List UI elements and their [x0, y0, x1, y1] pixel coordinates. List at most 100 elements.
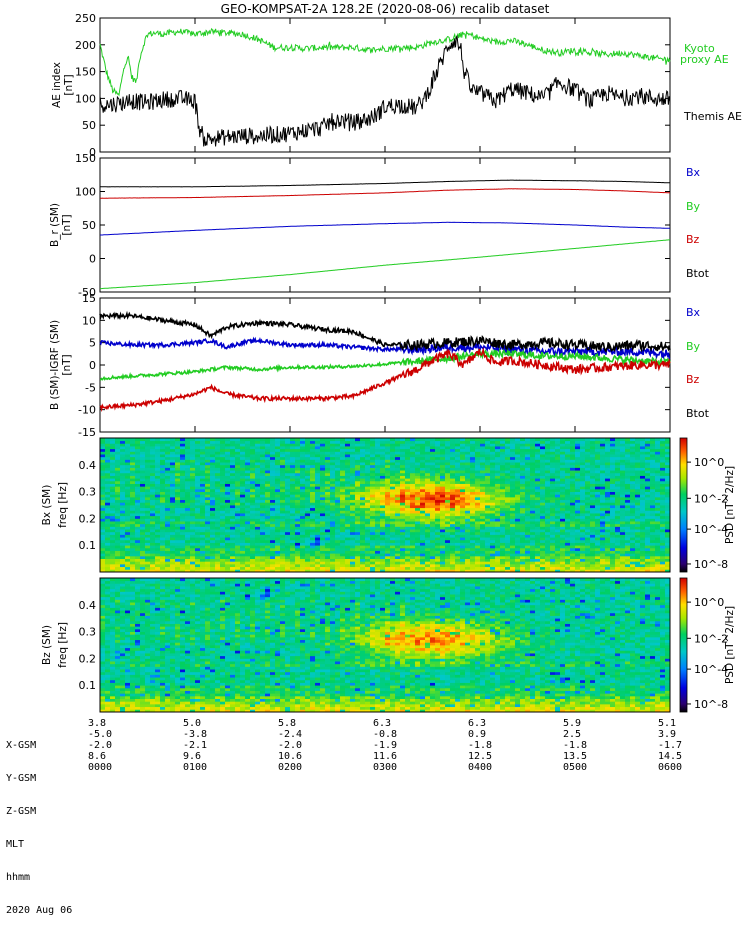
spectrogram-cell: [495, 454, 500, 457]
spectrogram-cell: [390, 492, 395, 495]
spectrogram-cell: [180, 500, 185, 503]
spectrogram-cell: [320, 465, 325, 468]
spectrogram-cell: [300, 518, 305, 521]
spectrogram-cell: [380, 545, 385, 548]
spectrogram-cell: [500, 497, 505, 500]
spectrogram-cell: [285, 500, 290, 503]
spectrogram-cell: [160, 454, 165, 457]
spectrogram-cell: [140, 451, 145, 454]
spectrogram-cell: [305, 443, 310, 446]
spectrogram-cell: [225, 462, 230, 465]
spectrogram-cell: [170, 543, 175, 546]
spectrogram-cell: [440, 459, 445, 462]
spectrogram-cell: [455, 446, 460, 449]
spectrogram-cell: [555, 481, 560, 484]
spectrogram-cell: [580, 492, 585, 495]
spectrogram-cell: [150, 492, 155, 495]
spectrogram-cell: [145, 567, 150, 570]
spectrogram-cell: [450, 492, 455, 495]
spectrogram-cell: [270, 540, 275, 543]
spectrogram-cell: [195, 545, 200, 548]
spectrogram-cell: [555, 532, 560, 535]
spectrogram-cell: [240, 543, 245, 546]
spectrogram-cell: [165, 443, 170, 446]
spectrogram-cell: [415, 508, 420, 511]
spectrogram-cell: [125, 481, 130, 484]
spectrogram-cell: [495, 476, 500, 479]
spectrogram-cell: [365, 473, 370, 476]
spectrogram-cell: [200, 508, 205, 511]
spectrogram-cell: [225, 473, 230, 476]
spectrogram-cell: [325, 443, 330, 446]
spectrogram-cell: [570, 441, 575, 444]
spectrogram-cell: [380, 494, 385, 497]
spectrogram-cell: [475, 446, 480, 449]
spectrogram-cell: [130, 529, 135, 532]
spectrogram-cell: [570, 513, 575, 516]
spectrogram-cell: [470, 494, 475, 497]
spectrogram-cell: [255, 556, 260, 559]
spectrogram-cell: [270, 494, 275, 497]
spectrogram-cell: [260, 521, 265, 524]
spectrogram-cell: [340, 451, 345, 454]
spectrogram-cell: [560, 510, 565, 513]
spectrogram-cell: [395, 534, 400, 537]
spectrogram-cell: [430, 567, 435, 570]
spectrogram-cell: [300, 441, 305, 444]
spectrogram-cell: [235, 462, 240, 465]
spectrogram-cell: [490, 526, 495, 529]
spectrogram-cell: [410, 497, 415, 500]
spectrogram-cell: [135, 500, 140, 503]
spectrogram-cell: [540, 489, 545, 492]
spectrogram-cell: [455, 556, 460, 559]
spectrogram-cell: [160, 484, 165, 487]
spectrogram-cell: [255, 505, 260, 508]
spectrogram-cell: [130, 543, 135, 546]
spectrogram-cell: [230, 470, 235, 473]
spectrogram-cell: [460, 470, 465, 473]
spectrogram-cell: [260, 543, 265, 546]
spectrogram-cell: [145, 510, 150, 513]
spectrogram-cell: [190, 492, 195, 495]
spectrogram-cell: [530, 457, 535, 460]
spectrogram-cell: [105, 524, 110, 527]
spectrogram-cell: [405, 545, 410, 548]
spectrogram-cell: [210, 564, 215, 567]
spectrogram-cell: [305, 449, 310, 452]
spectrogram-cell: [335, 476, 340, 479]
spectrogram-cell: [210, 459, 215, 462]
spectrogram-cell: [575, 492, 580, 495]
spectrogram-cell: [535, 513, 540, 516]
spectrogram-cell: [345, 567, 350, 570]
spectrogram-cell: [210, 532, 215, 535]
spectrogram-cell: [555, 467, 560, 470]
spectrogram-cell: [300, 516, 305, 519]
spectrogram-cell: [220, 556, 225, 559]
spectrogram-cell: [300, 526, 305, 529]
spectrogram-cell: [255, 543, 260, 546]
spectrogram-cell: [175, 465, 180, 468]
spectrogram-cell: [330, 478, 335, 481]
spectrogram-cell: [575, 561, 580, 564]
spectrogram-cell: [160, 529, 165, 532]
spectrogram-cell: [305, 543, 310, 546]
y-tick-label: 0.1: [79, 539, 97, 552]
spectrogram-cell: [200, 543, 205, 546]
spectrogram-cell: [335, 443, 340, 446]
spectrogram-cell: [285, 484, 290, 487]
spectrogram-cell: [400, 449, 405, 452]
spectrogram-cell: [365, 467, 370, 470]
spectrogram-cell: [355, 561, 360, 564]
spectrogram-cell: [405, 489, 410, 492]
spectrogram-cell: [425, 500, 430, 503]
spectrogram-cell: [115, 467, 120, 470]
spectrogram-cell: [140, 481, 145, 484]
spectrogram-cell: [190, 559, 195, 562]
spectrogram-cell: [265, 521, 270, 524]
spectrogram-cell: [215, 521, 220, 524]
spectrogram-cell: [435, 537, 440, 540]
spectrogram-cell: [555, 545, 560, 548]
spectrogram-cell: [125, 537, 130, 540]
spectrogram-cell: [555, 497, 560, 500]
spectrogram-cell: [245, 532, 250, 535]
